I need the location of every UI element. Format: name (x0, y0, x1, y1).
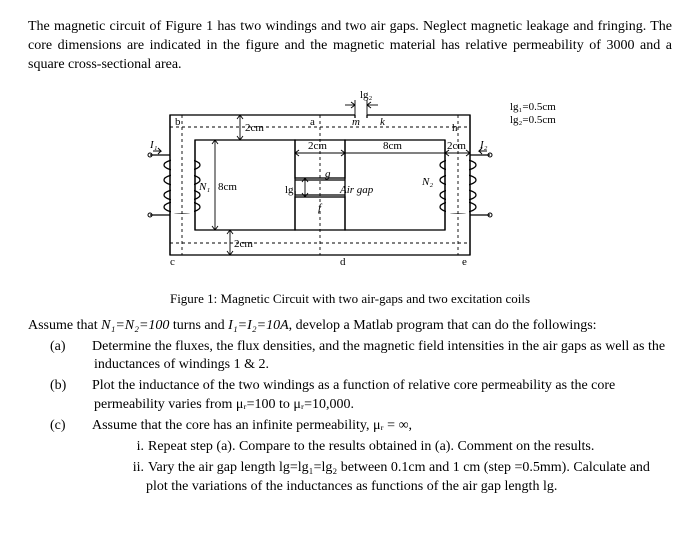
label-I1: I₁ (149, 139, 158, 151)
task-b: (b)Plot the inductance of the two windin… (72, 377, 672, 415)
task-c-text: Assume that the core has an infinite per… (92, 418, 412, 433)
task-c-ii-text: Vary the air gap length lg=lg₁=lg₂ betwe… (146, 460, 650, 494)
task-b-text: Plot the inductance of the two windings … (92, 378, 615, 412)
label-d: d (340, 256, 346, 268)
task-c: (c)Assume that the core has an infinite … (72, 417, 672, 497)
task-c-i-text: Repeat step (a). Compare to the results … (148, 439, 594, 454)
assume-mid: turns and (169, 318, 228, 333)
label-top-2cm: 2cm (245, 122, 264, 134)
label-air-gap: Air gap (339, 184, 374, 196)
label-b: b (175, 116, 181, 128)
task-c-sublist: i.Repeat step (a). Compare to the result… (94, 438, 672, 497)
label-a: a (310, 116, 315, 128)
assume-eq1: N₁=N₂=100 (101, 318, 169, 333)
label-h: h (452, 122, 458, 134)
figure-caption: Figure 1: Magnetic Circuit with two air-… (28, 291, 672, 307)
intro-paragraph: The magnetic circuit of Figure 1 has two… (28, 18, 672, 75)
label-k: k (380, 116, 386, 128)
label-lg2-arrow: lg₂ (360, 89, 373, 101)
label-g: g (325, 168, 331, 180)
label-N2: N₂ (421, 176, 433, 188)
task-c-ii: ii.Vary the air gap length lg=lg₁=lg₂ be… (124, 459, 672, 497)
label-c: c (170, 256, 175, 268)
figure-container: lg₂ lg₁=0.5cm lg₂=0.5cm b 2cm a m k h I₁… (28, 85, 672, 285)
label-left-8cm: 8cm (218, 181, 237, 193)
label-N1: N₁ (198, 181, 210, 193)
label-8cm: 8cm (383, 140, 402, 152)
label-bottom-2cm: 2cm (234, 238, 253, 250)
label-mid-2cm-right: 2cm (447, 140, 466, 152)
task-a-text: Determine the fluxes, the flux densities… (92, 339, 665, 373)
task-c-i: i.Repeat step (a). Compare to the result… (124, 438, 672, 457)
label-lg1-value: lg₁=0.5cm (510, 101, 556, 113)
label-e: e (462, 256, 467, 268)
assume-eq2: I₁=I₂=10A (228, 318, 289, 333)
assume-paragraph: Assume that N₁=N₂=100 turns and I₁=I₂=10… (28, 317, 672, 336)
label-lg2-value: lg₂=0.5cm (510, 114, 556, 126)
label-lg1: lg₁ (285, 184, 298, 196)
assume-suffix: , develop a Matlab program that can do t… (289, 318, 597, 333)
task-list: (a)Determine the fluxes, the flux densit… (28, 338, 672, 497)
task-a: (a)Determine the fluxes, the flux densit… (72, 338, 672, 376)
assume-prefix: Assume that (28, 318, 101, 333)
label-m: m (352, 116, 360, 128)
label-mid-2cm-left: 2cm (308, 140, 327, 152)
label-I2: I₂ (479, 139, 488, 151)
magnetic-circuit-diagram: lg₂ lg₁=0.5cm lg₂=0.5cm b 2cm a m k h I₁… (100, 85, 600, 285)
